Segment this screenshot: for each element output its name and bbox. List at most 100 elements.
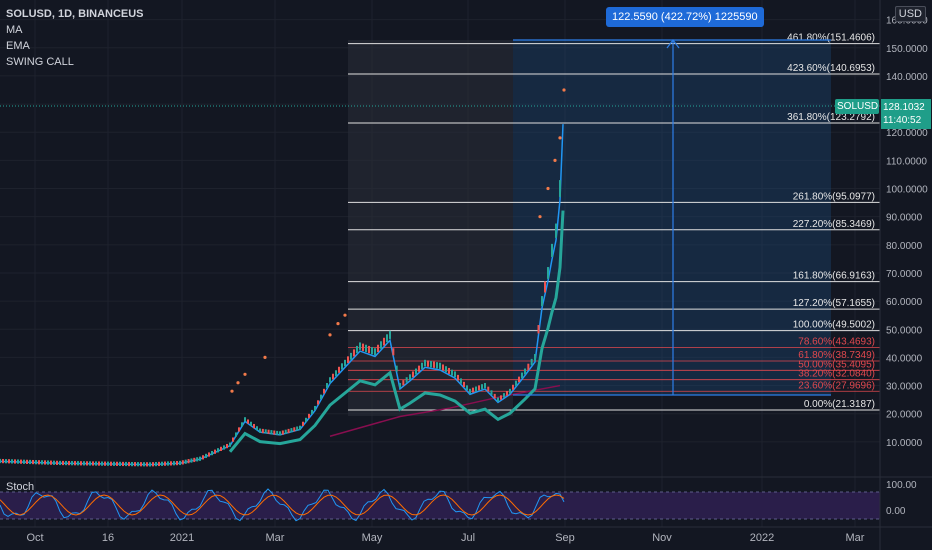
candle: [259, 428, 261, 433]
stoch-indicator-label[interactable]: Stoch: [6, 481, 35, 493]
candle: [293, 427, 296, 432]
candle: [490, 390, 493, 395]
currency-badge[interactable]: USD: [894, 6, 926, 22]
candle: [152, 462, 154, 467]
last-price: 128.1032: [883, 102, 925, 113]
candle: [415, 368, 417, 375]
candle: [232, 437, 234, 442]
candle: [208, 452, 210, 457]
candle: [211, 451, 213, 456]
candle: [143, 462, 145, 467]
candle: [270, 430, 273, 435]
price-tick-label: 100.0000: [886, 185, 928, 196]
candle: [95, 461, 97, 466]
price-tick-label: 20.0000: [886, 410, 923, 421]
candle: [279, 431, 281, 436]
candle: [445, 366, 447, 373]
bar-countdown: 11:40:52: [883, 115, 922, 126]
fib-level-label: 23.60%(27.9696): [798, 380, 875, 391]
candle: [8, 459, 10, 464]
candle: [503, 393, 505, 398]
fib-level-label: 161.80%(66.9163): [793, 271, 875, 282]
candle: [518, 376, 520, 383]
candle: [179, 460, 181, 466]
price-axis[interactable]: 160.0000150.0000140.0000130.0000120.0000…: [886, 16, 928, 449]
candle: [433, 361, 435, 368]
candle: [47, 460, 49, 465]
candle: [226, 443, 228, 449]
candle: [451, 369, 453, 376]
candle: [238, 427, 240, 432]
candle: [98, 461, 100, 466]
stoch-axis: 100.00 0.00: [886, 480, 917, 517]
swing-call-dot: [558, 136, 562, 140]
candle: [559, 180, 561, 197]
symbol-tag: SOLUSD: [835, 99, 879, 114]
candle: [173, 461, 175, 466]
swing-call-dot: [553, 158, 557, 162]
candle: [17, 459, 19, 464]
fib-level-label: 78.60%(43.4693): [798, 337, 875, 348]
candle: [11, 459, 13, 464]
swing-call-dot: [546, 186, 550, 191]
candle: [460, 378, 462, 384]
candle: [119, 461, 121, 467]
stoch-k-line: [0, 488, 565, 522]
candle: [547, 267, 549, 279]
time-axis[interactable]: Oct 16 2021 Mar May Jul Sep Nov 2022 Mar: [26, 532, 864, 544]
candle: [402, 380, 405, 386]
candle: [267, 429, 270, 434]
fib-level-label: 61.80%(38.7349): [798, 350, 875, 361]
fib-level-label: 100.00%(49.5002): [793, 320, 875, 331]
measure-tooltip: 122.5590 (422.72%) 1225590: [606, 7, 764, 27]
candle: [170, 461, 172, 466]
fib-level-label: 461.80%(151.4606): [787, 33, 875, 44]
price-tick-label: 150.0000: [886, 44, 928, 55]
indicator-ma[interactable]: MA: [6, 24, 23, 36]
candle: [544, 281, 546, 293]
indicator-ema[interactable]: EMA: [6, 40, 30, 52]
candle: [527, 363, 530, 370]
candle: [137, 462, 139, 467]
candle: [284, 429, 287, 434]
price-tick-label: 70.0000: [886, 269, 923, 280]
candle: [359, 342, 361, 350]
stoch-d-line: [0, 494, 565, 516]
indicator-swing-call[interactable]: SWING CALL: [6, 56, 74, 68]
time-tick-label: Nov: [652, 532, 672, 544]
candle: [131, 461, 133, 467]
candle: [314, 405, 316, 411]
stoch-tick-label: 0.00: [886, 506, 906, 517]
candle: [35, 460, 37, 465]
candle: [371, 347, 373, 355]
price-tick-label: 50.0000: [886, 325, 923, 336]
candle: [110, 461, 112, 466]
candle: [386, 334, 388, 343]
candle: [261, 428, 264, 434]
candle: [146, 462, 148, 467]
candle: [14, 459, 16, 464]
candle: [439, 362, 441, 369]
swing-call-dot: [562, 88, 566, 92]
candle: [308, 413, 310, 419]
candle: [457, 374, 459, 381]
candle: [481, 384, 483, 390]
candle: [44, 460, 46, 465]
symbol-title[interactable]: SOLUSD, 1D, BINANCEUS: [6, 8, 144, 20]
candle: [250, 421, 252, 426]
fib-level-label: 227.20%(85.3469): [793, 219, 875, 230]
time-tick-label: Jul: [461, 532, 475, 544]
candle: [202, 455, 204, 460]
swing-call-markers: [230, 88, 566, 393]
candle: [161, 461, 163, 466]
swing-call-dot: [343, 313, 347, 317]
swing-call-dot: [538, 215, 542, 219]
time-tick-label: 16: [102, 532, 114, 544]
fib-retracement[interactable]: 461.80%(151.4606) 423.60%(140.6953) 361.80…: [348, 33, 880, 411]
candle: [220, 446, 222, 451]
fib-level-label: 127.20%(57.1655): [793, 298, 875, 309]
candle: [317, 400, 319, 405]
candle: [92, 461, 94, 466]
time-tick-label: Sep: [555, 532, 575, 544]
